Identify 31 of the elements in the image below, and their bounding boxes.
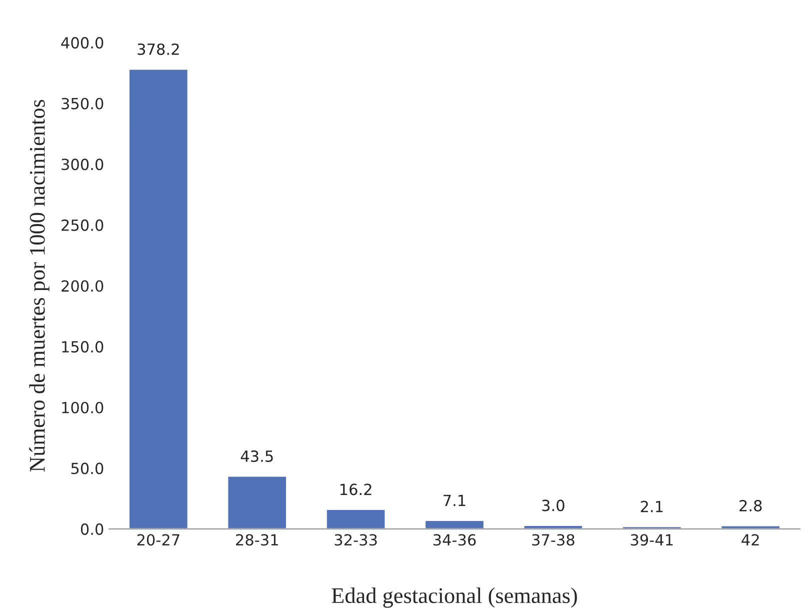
data-label: 16.2 [340,484,372,496]
x-tick-label: 20-27 [137,534,180,546]
data-label: 2.1 [640,500,663,512]
x-tick-label: 34-36 [433,534,476,546]
y-tick-label: 400.0 [61,37,104,49]
y-tick-label: 200.0 [62,280,104,292]
x-tick-label: 39-41 [630,534,673,546]
bar [424,520,485,529]
x-tick-label: 37-38 [532,534,574,546]
data-label: 3.0 [542,500,564,512]
x-tick-label: 42 [742,534,759,546]
bar [226,475,288,529]
x-tick-label: 32-33 [334,534,377,546]
bar [326,508,386,529]
y-tick-label: 0.0 [80,523,104,535]
x-axis-title: Edad gestacional (semanas) [332,587,577,608]
data-label: 7.1 [444,494,466,506]
y-tick-label: 100.0 [62,402,104,414]
y-tick-label: 150.0 [62,341,104,353]
y-axis-title: Número de muertes por 1000 nacimientos [29,100,50,472]
y-tick-label: 50.0 [71,462,104,474]
y-tick-label: 350.0 [62,98,104,110]
data-label: 378.2 [138,43,179,55]
bar [622,526,682,529]
bar [128,68,189,529]
y-tick-label: 300.0 [62,158,104,170]
y-tick-label: 250.0 [62,219,104,231]
data-label: 2.8 [740,500,762,512]
x-tick-label: 28-31 [236,534,278,546]
data-label: 43.5 [240,450,273,462]
bar [522,524,584,529]
